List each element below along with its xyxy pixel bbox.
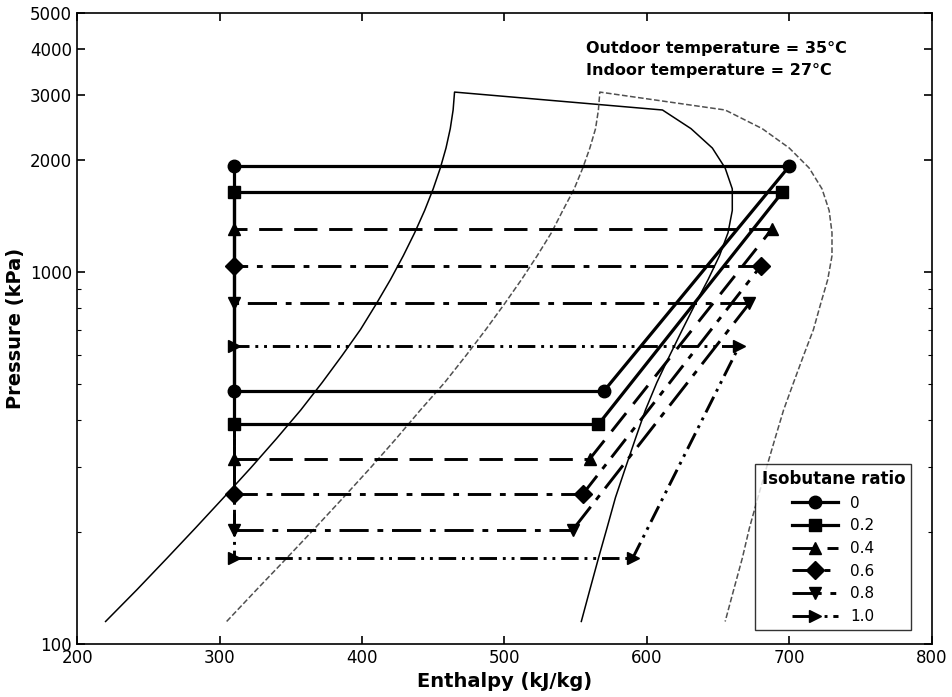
Text: Outdoor temperature = 35°C
Indoor temperature = 27°C: Outdoor temperature = 35°C Indoor temper… [585, 41, 845, 78]
X-axis label: Enthalpy (kJ/kg): Enthalpy (kJ/kg) [416, 673, 591, 691]
Legend: 0, 0.2, 0.4, 0.6, 0.8, 1.0: 0, 0.2, 0.4, 0.6, 0.8, 1.0 [755, 464, 910, 630]
Y-axis label: Pressure (kPa): Pressure (kPa) [6, 247, 25, 409]
